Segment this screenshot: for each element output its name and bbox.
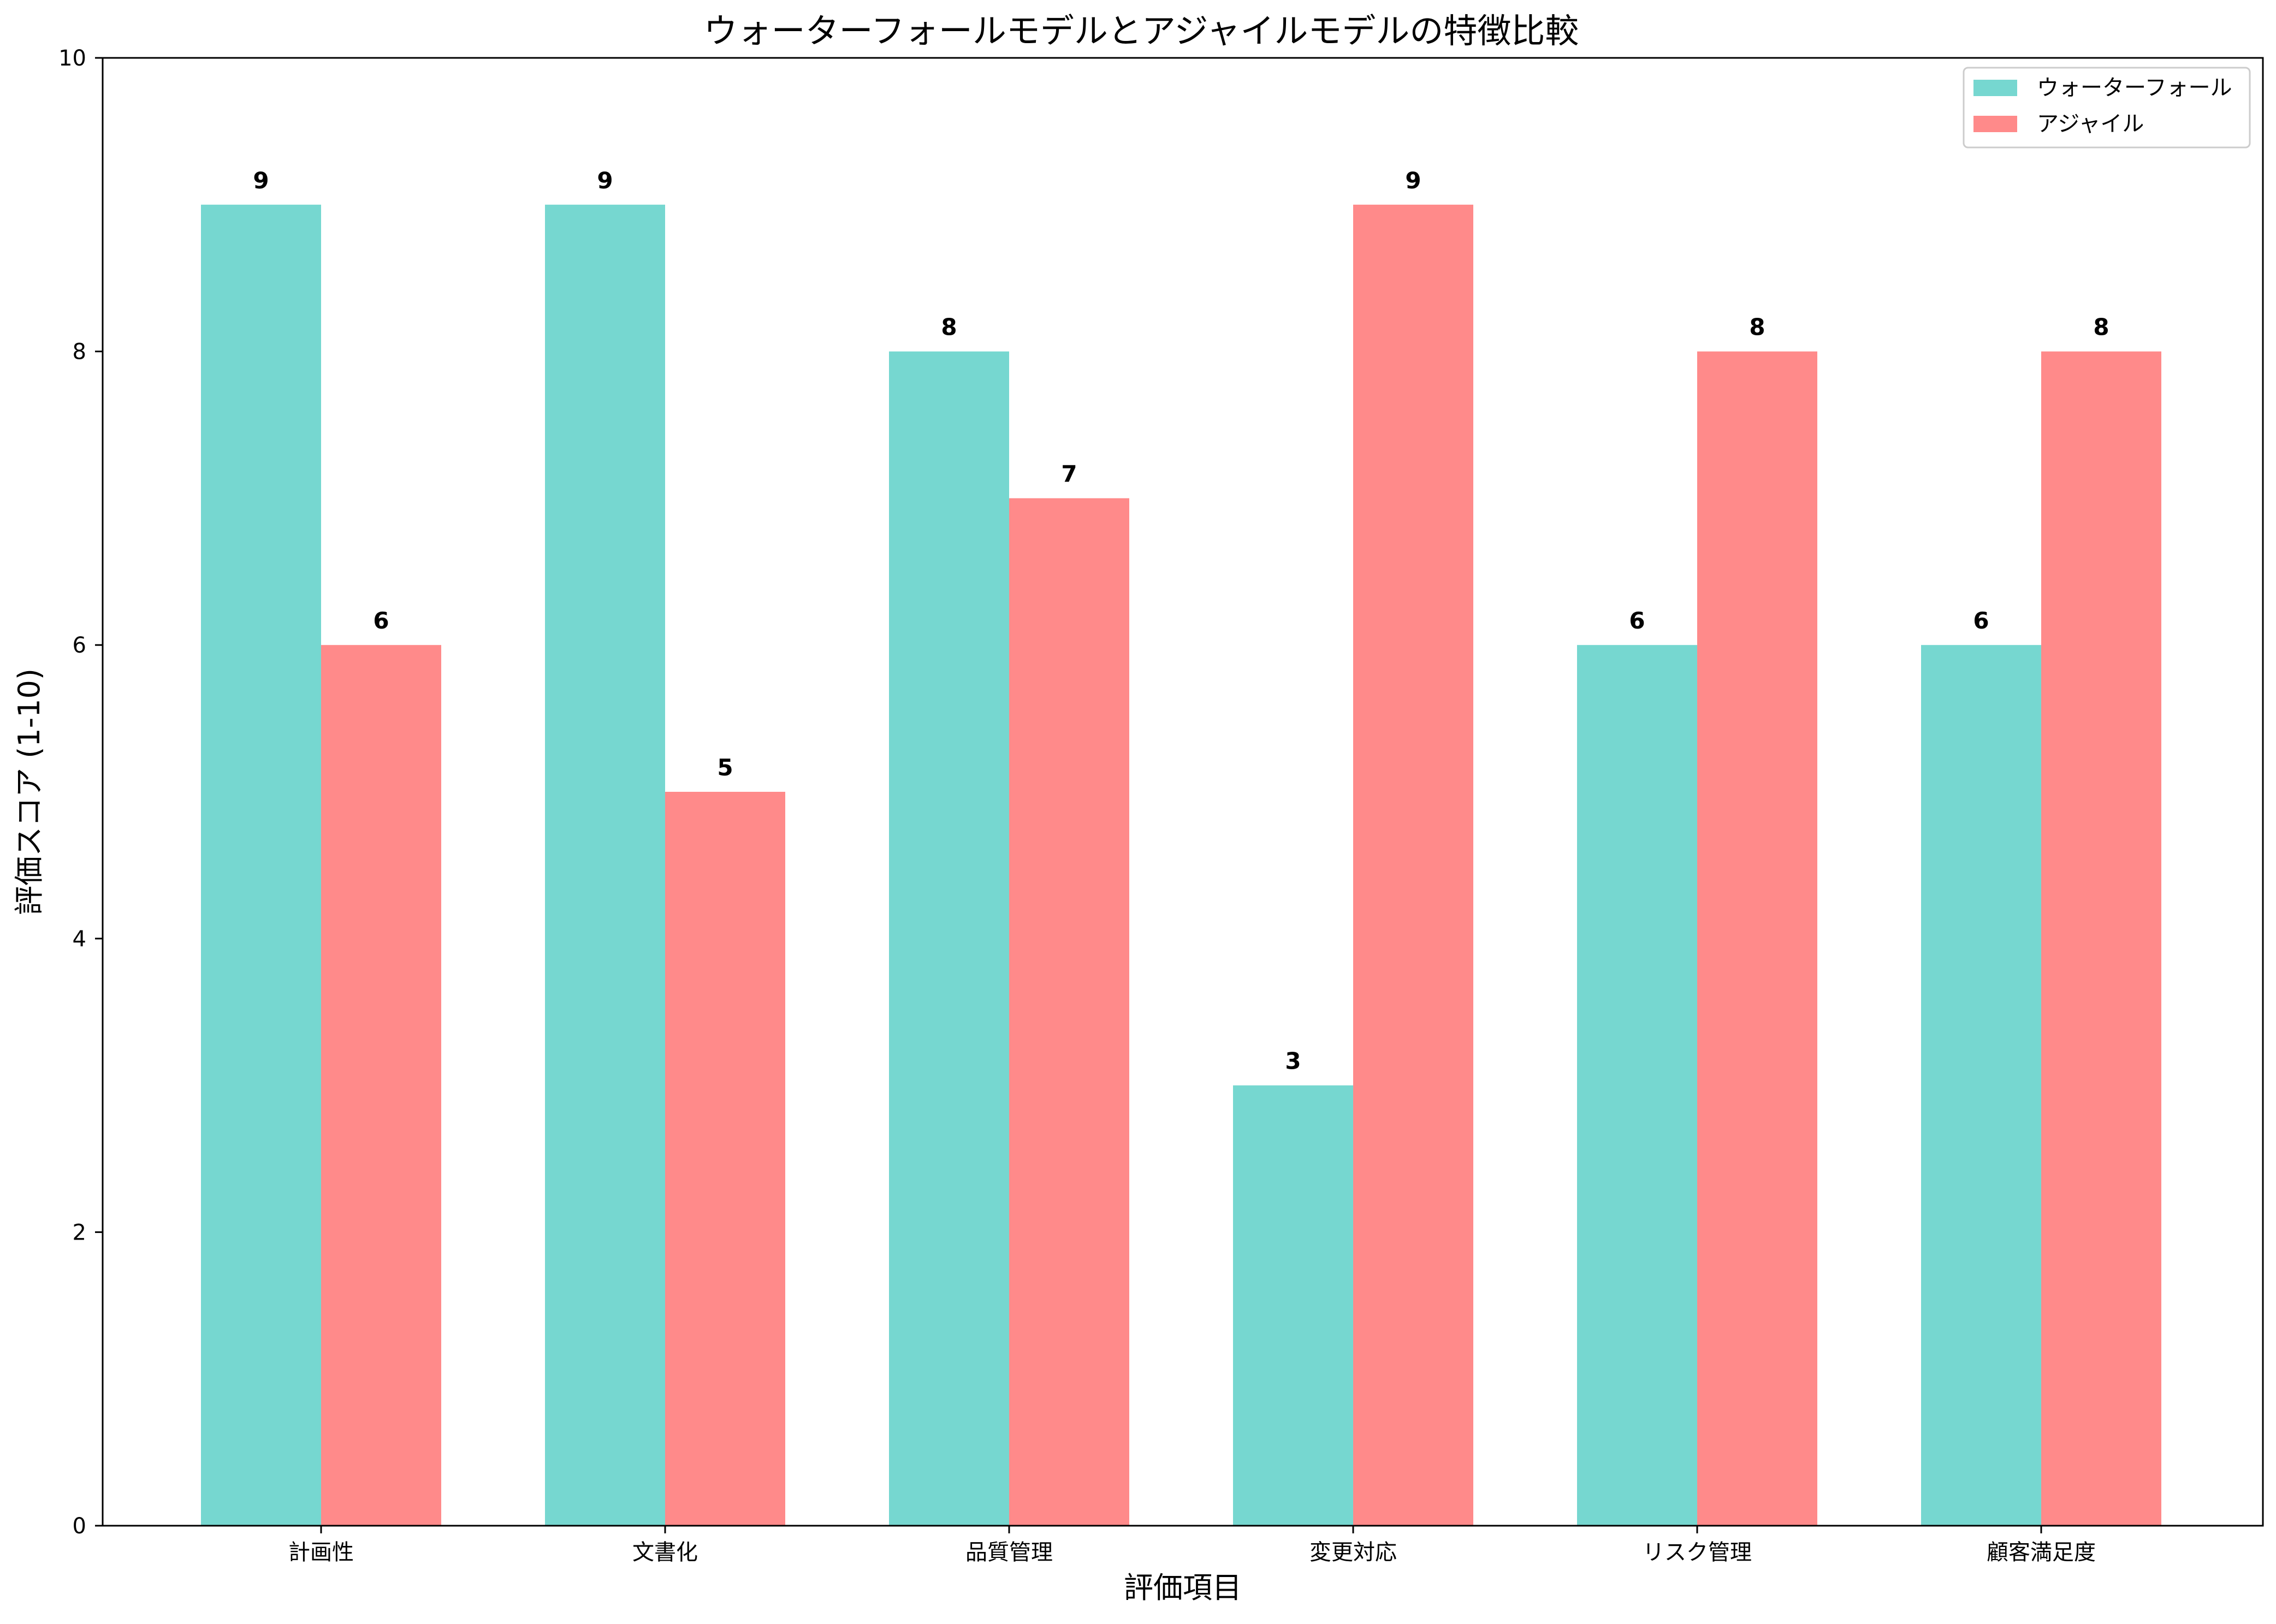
y-ticks: 0 2 4 6 8 10 bbox=[58, 46, 103, 1539]
plot-frame bbox=[102, 57, 2264, 1527]
value-label-s0-c2: 8 bbox=[941, 314, 957, 341]
chart-title: ウォーターフォールモデルとアジャイルモデルの特徴比較 bbox=[704, 11, 1579, 51]
value-label-s1-c4: 8 bbox=[1749, 314, 1765, 341]
x-axis-label: 評価項目 bbox=[1124, 1570, 1242, 1605]
bar-s1-c4 bbox=[1697, 351, 1817, 1526]
value-labels: 9 6 9 5 8 7 3 9 6 8 6 8 bbox=[253, 167, 2109, 1075]
y-tick-label-2: 4 bbox=[73, 927, 86, 952]
y-tick-label-4: 8 bbox=[73, 340, 86, 365]
legend-label-agile: アジャイル bbox=[2037, 111, 2144, 137]
value-label-s1-c2: 7 bbox=[1061, 460, 1077, 487]
legend-swatch-agile bbox=[1973, 116, 2017, 132]
value-label-s1-c3: 9 bbox=[1405, 167, 1421, 194]
value-label-s0-c5: 6 bbox=[1973, 607, 1989, 634]
y-axis-label: 評価スコア (1-10) bbox=[12, 668, 46, 915]
value-label-s1-c5: 8 bbox=[2093, 314, 2109, 341]
x-ticks: 計画性 文書化 品質管理 変更対応 リスク管理 顧客満足度 bbox=[288, 1526, 2096, 1565]
x-tick-label-1: 文書化 bbox=[632, 1540, 698, 1565]
bar-s0-c3 bbox=[1233, 1085, 1353, 1526]
value-label-s0-c3: 3 bbox=[1285, 1048, 1301, 1075]
value-label-s0-c1: 9 bbox=[597, 167, 613, 194]
bar-s0-c5 bbox=[1921, 645, 2041, 1526]
bar-s1-c3 bbox=[1353, 204, 1473, 1526]
legend-swatch-waterfall bbox=[1973, 80, 2017, 96]
legend: ウォーターフォール アジャイル bbox=[1963, 67, 2251, 149]
y-tick-label-1: 2 bbox=[73, 1220, 86, 1245]
value-label-s1-c0: 6 bbox=[373, 607, 389, 634]
bar-s1-c2 bbox=[1009, 498, 1129, 1526]
x-tick-label-0: 計画性 bbox=[288, 1540, 354, 1565]
bar-s1-c1 bbox=[665, 792, 785, 1526]
value-label-s1-c1: 5 bbox=[717, 754, 733, 781]
x-tick-label-2: 品質管理 bbox=[965, 1540, 1053, 1565]
bars-layer bbox=[201, 204, 2161, 1526]
bar-s0-c0 bbox=[201, 204, 321, 1526]
bar-s0-c2 bbox=[889, 351, 1009, 1526]
x-tick-label-3: 変更対応 bbox=[1309, 1540, 1397, 1565]
x-tick-label-5: 顧客満足度 bbox=[1987, 1540, 2096, 1565]
y-tick-label-3: 6 bbox=[73, 633, 86, 658]
legend-label-waterfall: ウォーターフォール bbox=[2037, 75, 2232, 100]
bar-s1-c0 bbox=[321, 645, 441, 1526]
bar-s1-c5 bbox=[2041, 351, 2161, 1526]
legend-box bbox=[1963, 67, 2251, 149]
x-tick-label-4: リスク管理 bbox=[1643, 1540, 1752, 1565]
bar-s0-c4 bbox=[1577, 645, 1697, 1526]
y-tick-label-0: 0 bbox=[73, 1514, 86, 1539]
value-label-s0-c4: 6 bbox=[1629, 607, 1645, 634]
y-tick-label-5: 10 bbox=[58, 46, 86, 71]
bar-s0-c1 bbox=[545, 204, 665, 1526]
value-label-s0-c0: 9 bbox=[253, 167, 269, 194]
